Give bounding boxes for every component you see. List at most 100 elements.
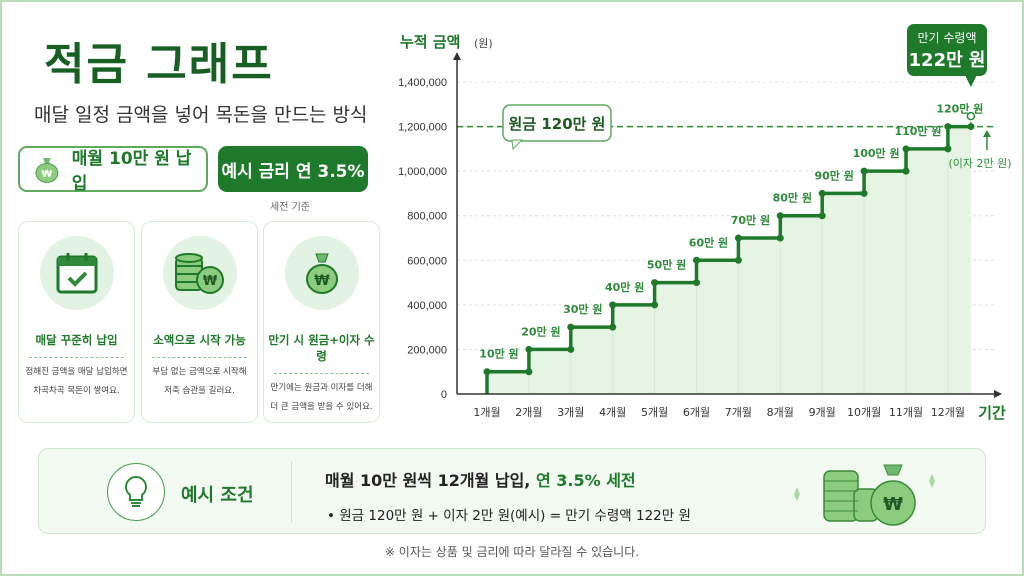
- example-summary: 매월 10만 원씩 12개월 납입, 연 3.5% 세전: [325, 471, 636, 490]
- x-tick-label: 4개월: [599, 406, 626, 419]
- data-label: 60만 원: [689, 235, 728, 249]
- data-point: [818, 189, 826, 197]
- data-point: [651, 301, 659, 309]
- x-tick-label: 1개월: [473, 406, 500, 419]
- y-tick-label: 1,400,000: [398, 77, 447, 89]
- monthly-deposit-badge: ₩ 매월 10만 원 납입: [18, 146, 208, 194]
- x-tick-label: 7개월: [725, 406, 752, 419]
- x-tick-label: 10개월: [847, 406, 881, 419]
- data-point: [609, 323, 617, 331]
- data-point: [776, 212, 784, 220]
- data-point: [734, 256, 742, 264]
- x-tick-label: 8개월: [767, 406, 794, 419]
- callout-tail: [511, 139, 524, 151]
- svg-text:₩: ₩: [314, 273, 330, 289]
- card-title: 매달 꾸준히 납입: [35, 333, 118, 347]
- rate-badge: 예시 금리 연 3.5%: [218, 146, 368, 192]
- data-point: [693, 256, 700, 264]
- data-point: [693, 279, 700, 287]
- calendar-check-icon: [56, 253, 97, 294]
- feature-card: 매달 꾸준히 납입 정해진 금액을 매달 납입하면 차곡차곡 목돈이 쌓여요.: [18, 221, 135, 423]
- y-axis-unit: (원): [474, 37, 493, 50]
- monthly-deposit-text: 매월 10만 원 납입: [71, 149, 192, 194]
- data-label: 70만 원: [731, 213, 770, 227]
- svg-text:₩: ₩: [202, 274, 217, 289]
- data-point: [567, 323, 575, 331]
- data-point: [567, 345, 575, 353]
- savings-step-chart: 0 200,000 400,000 600,000 800,000 1,000,000 1,…: [398, 24, 1012, 422]
- data-label: 30만 원: [563, 302, 602, 316]
- page-subtitle: 매달 일정 금액을 넣어 목돈을 만드는 방식: [34, 104, 368, 126]
- data-point: [902, 167, 910, 175]
- data-point: [525, 345, 533, 353]
- data-point: [902, 145, 910, 153]
- data-label: 50만 원: [647, 258, 686, 272]
- y-tick-label: 0: [441, 389, 447, 401]
- data-label: 20만 원: [521, 324, 560, 338]
- card-title: 만기 시 원금+이자 수령: [268, 333, 375, 363]
- data-label: 10만 원: [479, 347, 518, 361]
- callout-tail: [964, 75, 977, 87]
- money-bag-icon: ₩: [305, 253, 338, 294]
- data-point: [734, 234, 742, 242]
- data-point: [818, 212, 826, 220]
- principal-callout: [502, 104, 612, 142]
- x-tick-label: 12개월: [931, 406, 965, 419]
- interest-note: (이자 2만 원): [948, 157, 1011, 170]
- card-text: 부담 없는 금액으로 시작해: [152, 367, 247, 377]
- data-point: [525, 368, 533, 376]
- data-label: 90만 원: [815, 168, 854, 182]
- x-tick-label: 11개월: [889, 406, 923, 419]
- maturity-title: 만기 수령액: [917, 31, 976, 45]
- data-point: [967, 123, 975, 131]
- card-title: 소액으로 시작 가능: [153, 333, 246, 347]
- card-text: 더 큰 금액을 받을 수 있어요.: [270, 402, 373, 412]
- x-tick-label: 5개월: [641, 406, 668, 419]
- example-label: 예시 조건: [181, 485, 254, 506]
- rate-note: 세전 기준: [270, 202, 310, 213]
- x-tick-label: 3개월: [557, 406, 584, 419]
- card-text: 저축 습관을 길러요.: [164, 386, 235, 396]
- maturity-callout: [907, 24, 987, 76]
- x-tick-label: 9개월: [809, 406, 836, 419]
- y-tick-label: 800,000: [407, 211, 447, 223]
- y-tick-label: 200,000: [407, 344, 447, 356]
- card-text: 차곡차곡 목돈이 쌓여요.: [33, 386, 120, 396]
- x-tick-label: 2개월: [515, 406, 542, 419]
- svg-text:₩: ₩: [883, 494, 903, 515]
- x-tick-label: 6개월: [683, 406, 710, 419]
- coins-and-money-bag-icon: ₩: [794, 464, 935, 526]
- maturity-point: [966, 111, 976, 121]
- data-label: 100만 원: [853, 146, 900, 160]
- data-point: [651, 279, 659, 287]
- data-label: 110만 원: [894, 124, 941, 138]
- card-text: 만기에는 원금과 이자를 더해: [270, 383, 373, 393]
- y-axis-arrow: [453, 52, 461, 60]
- data-point: [944, 145, 952, 153]
- data-point: [776, 234, 784, 242]
- data-label: 80만 원: [773, 191, 812, 205]
- x-axis-title: 기간: [978, 404, 1006, 422]
- x-axis-arrow: [994, 390, 1002, 398]
- interest-arrowhead: [983, 130, 991, 137]
- y-tick-label: 1,000,000: [398, 166, 447, 178]
- y-tick-label: 400,000: [407, 300, 447, 312]
- data-point: [860, 167, 868, 175]
- example-calculation: • 원금 120만 원 + 이자 2만 원(예시) = 만기 수령액 122만 …: [327, 508, 691, 524]
- maturity-amount: 122만 원: [909, 50, 986, 71]
- data-label: 40만 원: [605, 280, 644, 294]
- data-point: [860, 189, 868, 197]
- svg-text:₩: ₩: [41, 169, 52, 180]
- money-bag-icon: ₩: [35, 158, 59, 183]
- data-label: 120만 원: [936, 102, 983, 116]
- lightbulb-icon: [125, 475, 147, 507]
- data-point: [609, 301, 617, 309]
- data-point: [483, 368, 491, 376]
- y-tick-label: 600,000: [407, 255, 447, 267]
- coin-stack-icon: ₩: [174, 253, 224, 294]
- example-panel: 예시 조건 매월 10만 원씩 12개월 납입, 연 3.5% 세전 • 원금 …: [38, 448, 986, 534]
- y-axis-title: 누적 금액: [400, 33, 460, 51]
